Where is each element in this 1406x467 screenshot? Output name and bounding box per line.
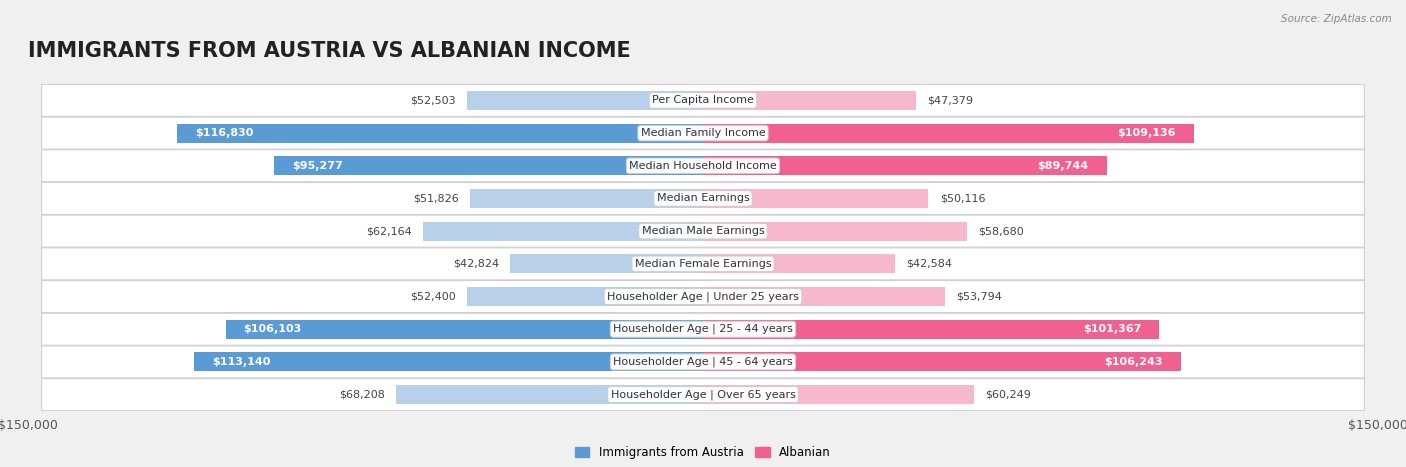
Text: $53,794: $53,794 <box>956 291 1002 302</box>
Bar <box>510 255 703 273</box>
Text: $58,680: $58,680 <box>979 226 1024 236</box>
Text: Median Male Earnings: Median Male Earnings <box>641 226 765 236</box>
FancyBboxPatch shape <box>42 346 1364 378</box>
FancyBboxPatch shape <box>42 215 1364 247</box>
Bar <box>423 222 703 241</box>
Bar <box>703 385 974 404</box>
FancyBboxPatch shape <box>42 379 1364 410</box>
Bar <box>703 91 917 110</box>
Bar <box>467 287 703 306</box>
Bar <box>703 124 1194 142</box>
Text: Householder Age | Over 65 years: Householder Age | Over 65 years <box>610 389 796 400</box>
FancyBboxPatch shape <box>42 281 1364 312</box>
Text: $47,379: $47,379 <box>928 95 973 106</box>
FancyBboxPatch shape <box>42 183 1364 214</box>
Text: Per Capita Income: Per Capita Income <box>652 95 754 106</box>
Text: Householder Age | Under 25 years: Householder Age | Under 25 years <box>607 291 799 302</box>
Bar <box>703 353 1181 371</box>
FancyBboxPatch shape <box>42 248 1364 280</box>
Text: $62,164: $62,164 <box>367 226 412 236</box>
Bar <box>470 189 703 208</box>
Text: Median Female Earnings: Median Female Earnings <box>634 259 772 269</box>
Text: $101,367: $101,367 <box>1083 324 1142 334</box>
Text: $113,140: $113,140 <box>212 357 270 367</box>
Bar <box>703 320 1159 339</box>
Text: $51,826: $51,826 <box>413 193 458 204</box>
Text: Median Household Income: Median Household Income <box>628 161 778 171</box>
Bar <box>703 287 945 306</box>
Bar <box>703 156 1107 175</box>
Text: $109,136: $109,136 <box>1118 128 1175 138</box>
FancyBboxPatch shape <box>42 117 1364 149</box>
FancyBboxPatch shape <box>42 313 1364 345</box>
Text: $68,208: $68,208 <box>339 389 385 400</box>
Text: $60,249: $60,249 <box>986 389 1031 400</box>
Text: $42,584: $42,584 <box>905 259 952 269</box>
Bar <box>225 320 703 339</box>
Text: IMMIGRANTS FROM AUSTRIA VS ALBANIAN INCOME: IMMIGRANTS FROM AUSTRIA VS ALBANIAN INCO… <box>28 41 631 61</box>
Text: $95,277: $95,277 <box>292 161 343 171</box>
Text: $50,116: $50,116 <box>939 193 986 204</box>
Bar <box>396 385 703 404</box>
Legend: Immigrants from Austria, Albanian: Immigrants from Austria, Albanian <box>571 441 835 464</box>
Bar <box>194 353 703 371</box>
Text: $42,824: $42,824 <box>453 259 499 269</box>
Bar <box>703 189 928 208</box>
Bar <box>703 222 967 241</box>
FancyBboxPatch shape <box>42 150 1364 182</box>
Text: $52,503: $52,503 <box>411 95 456 106</box>
Text: $106,103: $106,103 <box>243 324 302 334</box>
Text: Median Family Income: Median Family Income <box>641 128 765 138</box>
Text: Median Earnings: Median Earnings <box>657 193 749 204</box>
Text: $116,830: $116,830 <box>195 128 253 138</box>
Text: $106,243: $106,243 <box>1105 357 1163 367</box>
Bar <box>467 91 703 110</box>
Text: Householder Age | 25 - 44 years: Householder Age | 25 - 44 years <box>613 324 793 334</box>
Bar <box>274 156 703 175</box>
Bar <box>177 124 703 142</box>
Text: $52,400: $52,400 <box>411 291 456 302</box>
Bar <box>703 255 894 273</box>
Text: Source: ZipAtlas.com: Source: ZipAtlas.com <box>1281 14 1392 24</box>
Text: Householder Age | 45 - 64 years: Householder Age | 45 - 64 years <box>613 357 793 367</box>
Text: $89,744: $89,744 <box>1038 161 1088 171</box>
FancyBboxPatch shape <box>42 85 1364 116</box>
